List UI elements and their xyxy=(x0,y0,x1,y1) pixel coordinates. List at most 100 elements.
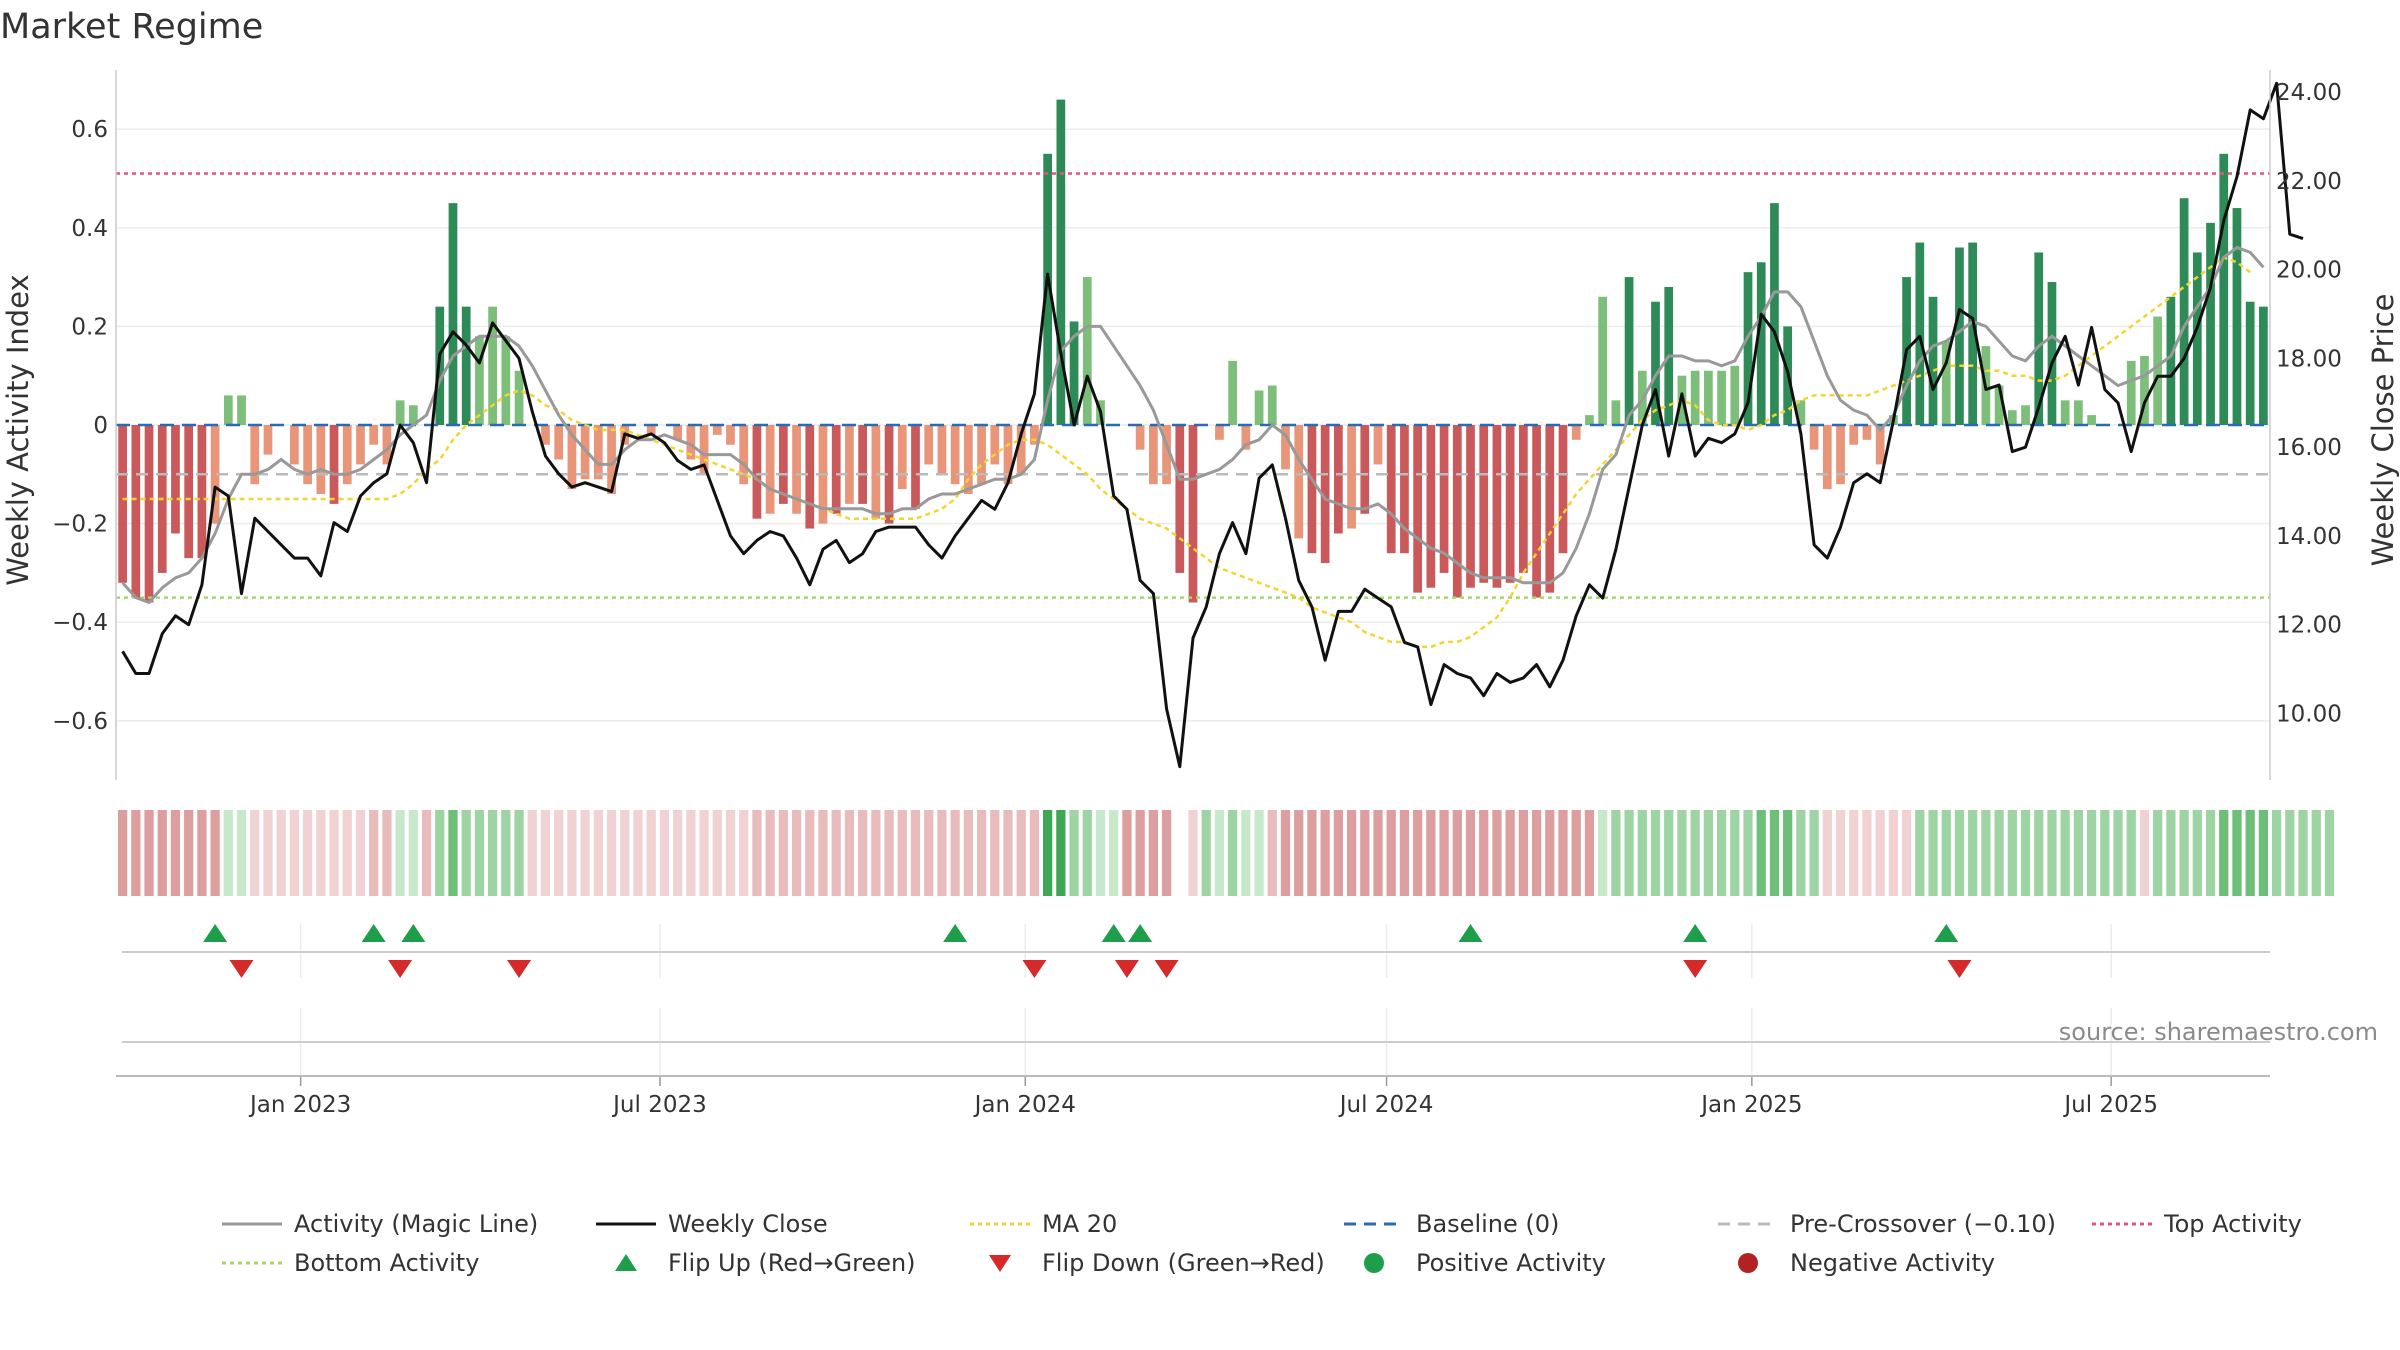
legend-item: Negative Activity xyxy=(1738,1249,1995,1277)
y-right-tick-label: 22.00 xyxy=(2276,169,2342,195)
regime-cell xyxy=(791,810,802,896)
activity-bar xyxy=(1611,400,1621,425)
activity-bar xyxy=(171,425,180,534)
legend-swatch-dot xyxy=(1364,1253,1384,1273)
flip-down-marker xyxy=(229,960,254,978)
y-left-tick-label: 0.2 xyxy=(71,314,108,340)
activity-bar xyxy=(778,425,788,504)
regime-cell xyxy=(1043,810,1053,896)
activity-bar xyxy=(1505,425,1515,583)
activity-bar xyxy=(501,336,511,425)
activity-bar xyxy=(1756,262,1766,425)
activity-bar xyxy=(369,425,379,445)
activity-bar xyxy=(118,425,127,583)
regime-cell xyxy=(646,810,656,896)
regime-cell xyxy=(1109,810,1119,896)
activity-bar xyxy=(1519,425,1528,573)
regime-cell xyxy=(1294,810,1304,896)
activity-bar xyxy=(1532,425,1541,598)
activity-bar xyxy=(712,425,722,435)
activity-bar xyxy=(1624,277,1634,425)
regime-cell xyxy=(1320,810,1330,896)
flip-up-marker xyxy=(1683,924,1708,942)
regime-cell xyxy=(1954,810,1965,896)
regime-cell xyxy=(2060,810,2070,896)
regime-cell xyxy=(316,810,326,896)
ma20-line xyxy=(122,255,2251,649)
activity-bar xyxy=(1413,425,1423,593)
regime-cell xyxy=(1201,810,1211,896)
activity-bar xyxy=(2047,282,2057,425)
regime-cell xyxy=(897,810,907,896)
legend-swatch-down xyxy=(989,1255,1011,1272)
activity-bar xyxy=(2245,301,2255,425)
activity-bar xyxy=(1215,425,1224,440)
activity-bar xyxy=(937,425,947,475)
regime-cell xyxy=(263,810,273,896)
legend-item: Flip Down (Green→Red) xyxy=(989,1249,1325,1277)
regime-cell xyxy=(1267,810,1277,896)
activity-bar xyxy=(1651,301,1660,425)
legend-label: Weekly Close xyxy=(668,1210,828,1238)
activity-bar xyxy=(924,425,934,465)
legend-label: Bottom Activity xyxy=(294,1249,479,1277)
activity-bar xyxy=(1915,242,1925,425)
regime-cell xyxy=(1650,810,1661,896)
activity-bar xyxy=(1135,425,1145,450)
regime-cell xyxy=(778,810,788,896)
activity-bar xyxy=(911,425,920,509)
regime-cell xyxy=(421,810,432,896)
activity-bar xyxy=(2007,410,2017,425)
activity-bar xyxy=(1545,425,1555,593)
x-tick-label: Jul 2023 xyxy=(611,1092,707,1118)
axes: 0.6 0.4 0.2 0 −0.2 −0.4 −0.6 24.00 22.00 20.00 18.… xyxy=(1,70,2400,780)
activity-bar xyxy=(1386,425,1396,554)
activity-bar xyxy=(1281,425,1290,470)
activity-bar xyxy=(1360,425,1370,514)
regime-cell xyxy=(1479,810,1489,896)
activity-bar xyxy=(1043,153,1052,425)
regime-cell xyxy=(2285,810,2295,896)
regime-cell xyxy=(739,810,749,896)
regime-cell xyxy=(673,810,683,896)
activity-bar xyxy=(831,425,841,514)
activity-bar xyxy=(1241,425,1251,450)
activity-bar xyxy=(871,425,881,519)
legend-item: Weekly Close xyxy=(596,1210,828,1238)
regime-cell xyxy=(448,810,458,896)
activity-bar xyxy=(950,425,960,485)
regime-cell xyxy=(805,810,815,896)
activity-bar xyxy=(805,425,815,529)
activity-bar xyxy=(792,425,801,514)
regime-cell xyxy=(963,810,973,896)
regime-cell xyxy=(2219,810,2229,896)
activity-bar xyxy=(607,425,616,495)
activity-bars xyxy=(118,99,2268,603)
regime-cell xyxy=(474,810,485,896)
magic-line xyxy=(121,245,2265,605)
legend-label: Pre-Crossover (−0.10) xyxy=(1790,1210,2056,1238)
regime-cell xyxy=(831,810,841,896)
regime-cell xyxy=(1584,810,1595,896)
activity-bar xyxy=(1571,425,1581,440)
regime-cell xyxy=(2232,810,2242,896)
y-left-tick-label: −0.6 xyxy=(52,709,108,735)
activity-bar xyxy=(223,395,233,425)
flip-up-marker xyxy=(1128,924,1153,942)
regime-cell xyxy=(514,810,524,896)
activity-bar xyxy=(1439,425,1449,573)
activity-bar xyxy=(1955,247,1964,425)
activity-bar xyxy=(2153,316,2163,425)
legend-label: Flip Down (Green→Red) xyxy=(1042,1249,1325,1277)
legend-item: Bottom Activity xyxy=(222,1249,479,1277)
activity-bar xyxy=(580,425,590,480)
regime-cell xyxy=(1968,810,1978,896)
activity-bar xyxy=(2074,400,2083,425)
regime-cell xyxy=(1056,810,1066,896)
regime-cell xyxy=(858,810,868,896)
flip-up-marker xyxy=(203,924,228,942)
activity-bar xyxy=(2192,252,2202,425)
regime-cell xyxy=(1981,810,1991,896)
y-right-tick-label: 16.00 xyxy=(2276,435,2342,461)
